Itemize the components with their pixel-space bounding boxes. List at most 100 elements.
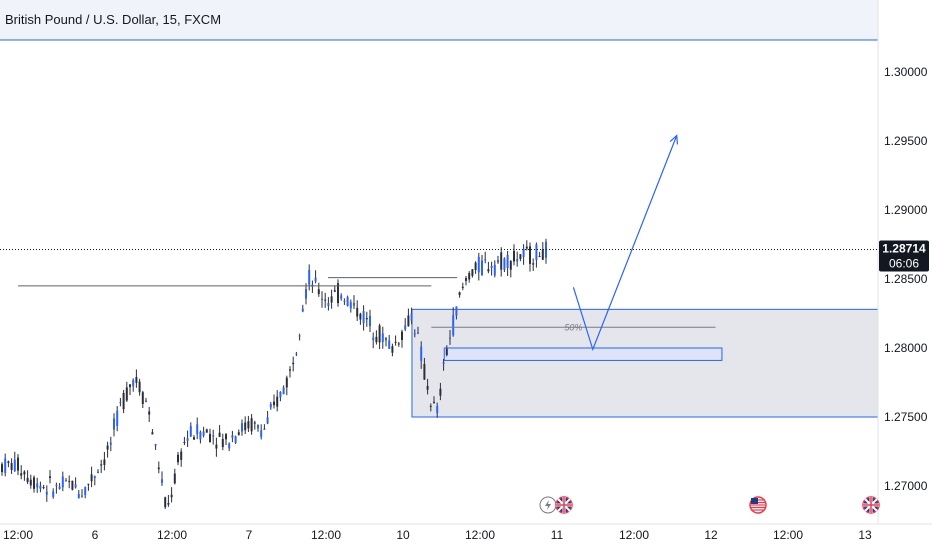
candle-body — [292, 362, 295, 365]
demand-zone[interactable] — [411, 308, 879, 418]
price-tick-label: 1.27500 — [884, 410, 928, 424]
candle-body — [81, 495, 83, 497]
candle-body — [183, 441, 186, 443]
candle-body — [93, 476, 96, 479]
candle-body — [346, 297, 349, 306]
candle-body — [145, 400, 147, 403]
time-tick-label: 10 — [396, 528, 410, 542]
candle-body — [529, 246, 531, 264]
candle-body — [273, 401, 275, 406]
time-axis[interactable]: 12:00 6 12:00 7 12:00 10 12:00 11 12:00 12 12:00 13 — [3, 528, 872, 542]
candle-body — [49, 476, 51, 479]
candle-body — [234, 436, 237, 443]
candle-body — [455, 306, 458, 316]
candle-body — [324, 299, 327, 301]
candle-body — [141, 392, 144, 405]
candle-body — [161, 479, 163, 483]
candle-body — [465, 278, 467, 281]
time-tick-label: 11 — [551, 528, 564, 542]
candle-body — [538, 256, 541, 258]
candle-body — [391, 346, 394, 353]
candle-body — [196, 424, 199, 435]
candle-body — [100, 464, 103, 466]
bar-countdown: 06:06 — [889, 256, 919, 270]
candle-body — [129, 384, 131, 388]
candle-body — [509, 260, 512, 270]
candle-body — [385, 337, 387, 341]
time-tick-label: 12:00 — [3, 528, 33, 542]
candle-body — [439, 388, 442, 396]
candle-body — [369, 315, 371, 327]
candle-body — [250, 418, 253, 432]
candle-body — [26, 477, 29, 483]
candle-body — [519, 254, 522, 260]
candle-body — [87, 483, 90, 485]
us-flag-icon[interactable] — [749, 496, 767, 514]
candle-body — [247, 421, 250, 429]
time-tick-label: 12 — [704, 528, 718, 542]
candle-body — [84, 487, 87, 495]
candle-body — [327, 302, 330, 306]
last-price-value: 1.28714 — [882, 241, 926, 255]
candle-body — [45, 491, 48, 495]
candle-body — [113, 418, 115, 430]
lightning-icon[interactable] — [539, 496, 557, 514]
price-tick-label: 1.27000 — [884, 479, 928, 493]
candle-body — [228, 443, 231, 449]
candle-body — [221, 438, 224, 448]
uk-flag-icon[interactable] — [862, 496, 880, 514]
candle-body — [52, 491, 55, 497]
price-tick-label: 1.29500 — [884, 134, 928, 148]
candle-body — [276, 396, 279, 407]
fib-label: 50% — [564, 322, 582, 332]
candle-body — [1, 464, 3, 473]
symbol-title[interactable]: British Pound / U.S. Dollar, 15, FXCM — [5, 12, 221, 27]
candle-body — [157, 467, 160, 470]
candle-body — [237, 432, 240, 435]
time-tick-label: 12:00 — [619, 528, 649, 542]
candle-body — [413, 333, 416, 335]
candle-body — [132, 379, 135, 387]
candle-body — [461, 286, 464, 288]
candle-body — [177, 454, 179, 463]
candle-body — [433, 401, 435, 403]
candle-body — [253, 422, 256, 424]
candle-body — [263, 428, 266, 430]
candle-body — [474, 262, 477, 270]
entry-zone[interactable] — [443, 347, 723, 361]
time-tick-label: 12:00 — [157, 528, 187, 542]
candle-body — [36, 483, 39, 488]
candle-body — [522, 248, 525, 258]
projection-path[interactable] — [572, 135, 678, 352]
candle-body — [343, 300, 346, 302]
overlays-layer: 50% — [18, 134, 716, 352]
candle-body — [305, 289, 307, 299]
time-tick-label: 6 — [92, 528, 99, 542]
candle-body — [362, 311, 365, 324]
candle-body — [257, 424, 259, 429]
candle-body — [397, 343, 400, 345]
candle-body — [378, 325, 381, 343]
candle-body — [349, 302, 352, 309]
last-price-badge: 1.28714 06:06 — [879, 240, 929, 272]
candle-body — [295, 353, 298, 355]
uk-flag-icon[interactable] — [555, 496, 573, 514]
candle-body — [199, 431, 202, 440]
candle-body — [20, 473, 23, 476]
candle-body — [138, 381, 141, 393]
candle-body — [116, 410, 119, 426]
candle-body — [164, 497, 167, 508]
time-tick-label: 13 — [858, 528, 872, 542]
candle-body — [445, 348, 448, 355]
price-axis[interactable]: 1.30000 1.29500 1.29000 1.28500 1.28000 1.275… — [884, 65, 928, 493]
candle-body — [404, 325, 407, 330]
candle-body — [279, 391, 282, 398]
candle-body — [244, 422, 247, 431]
candle-body — [135, 376, 138, 383]
candle-body — [333, 290, 336, 292]
candle-body — [506, 254, 509, 269]
candle-body — [503, 258, 506, 270]
candle-body — [68, 480, 71, 482]
